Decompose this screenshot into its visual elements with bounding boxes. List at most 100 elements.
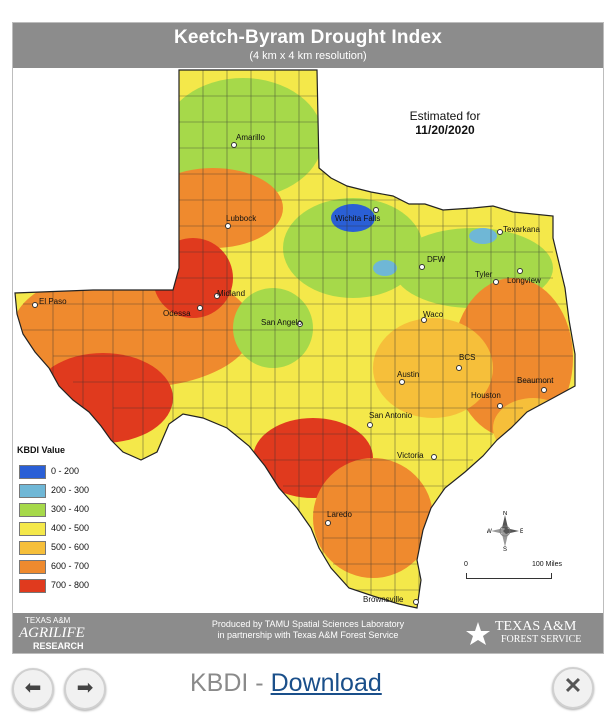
city-dot xyxy=(497,403,503,409)
city-label: Laredo xyxy=(327,510,352,519)
city-label: Beaumont xyxy=(517,376,554,385)
city-label: San Antonio xyxy=(369,411,413,420)
agrilife-line1: TEXAS A&M xyxy=(25,616,71,625)
estimated-label: Estimated for xyxy=(409,109,481,123)
city-label: Odessa xyxy=(163,309,191,318)
city-label: Wichita Falls xyxy=(335,214,381,223)
compass-s: S xyxy=(503,547,507,551)
compass-n: N xyxy=(503,511,507,517)
city-dot xyxy=(517,268,523,274)
city-dot xyxy=(497,229,503,235)
legend-swatch xyxy=(19,503,46,517)
city-dot xyxy=(399,379,405,385)
city-label: San Angelo xyxy=(261,318,302,327)
compass-rose-icon: N S W E xyxy=(487,511,523,551)
image-caption: KBDI - Download xyxy=(190,669,382,698)
legend-item: 700 - 800 xyxy=(17,579,89,598)
city-dot xyxy=(413,599,419,605)
city-dot xyxy=(541,387,547,393)
compass-e: E xyxy=(520,529,523,535)
scale-end: 100 Miles xyxy=(532,561,562,568)
city-dot xyxy=(367,422,373,428)
map-subtitle: (4 km x 4 km resolution) xyxy=(249,50,367,62)
legend-item: 200 - 300 xyxy=(17,484,89,503)
lightbox-controls: ⬅ ➡ KBDI - Download ✕ xyxy=(0,655,612,724)
legend-item: 600 - 700 xyxy=(17,560,89,579)
legend-label: 200 - 300 xyxy=(51,485,90,495)
city-dot xyxy=(456,365,462,371)
city-label: El Paso xyxy=(39,297,67,306)
city-dot xyxy=(297,321,303,327)
map-header: Keetch-Byram Drought Index (4 km x 4 km … xyxy=(13,23,603,68)
city-label: Longview xyxy=(507,276,541,285)
legend-label: 300 - 400 xyxy=(51,504,90,514)
city-label: Lubbock xyxy=(226,214,257,223)
legend-label: 500 - 600 xyxy=(51,542,90,552)
city-label: Texarkana xyxy=(503,225,540,234)
city-dot xyxy=(421,317,427,323)
city-dot xyxy=(325,520,331,526)
city-dot xyxy=(493,279,499,285)
download-link[interactable]: Download xyxy=(270,669,382,697)
previous-button[interactable]: ⬅ xyxy=(12,668,54,710)
estimated-date: 11/20/2020 xyxy=(415,123,475,137)
agrilife-line2: AGRILIFE xyxy=(19,625,85,641)
credit-line2: in partnership with Texas A&M Forest Ser… xyxy=(217,630,399,640)
tamu-line2: FOREST SERVICE xyxy=(501,634,582,645)
legend-label: 400 - 500 xyxy=(51,523,90,533)
credit-line1: Produced by TAMU Spatial Sciences Labora… xyxy=(211,619,405,629)
city-label: Amarillo xyxy=(236,133,265,142)
compass-w: W xyxy=(487,529,492,535)
close-icon: ✕ xyxy=(563,673,583,698)
legend-item: 300 - 400 xyxy=(17,503,89,522)
city-dot xyxy=(431,454,437,460)
caption-prefix: KBDI - xyxy=(190,669,271,697)
agrilife-research-logo: TEXAS A&M AGRILIFE RESEARCH xyxy=(19,616,129,651)
city-dot xyxy=(32,302,38,308)
legend-swatch xyxy=(19,465,46,479)
legend-label: 600 - 700 xyxy=(51,561,90,571)
legend-title: KBDI Value xyxy=(17,445,66,455)
city-label: Houston xyxy=(471,391,501,400)
map-footer: TEXAS A&M AGRILIFE RESEARCH Produced by … xyxy=(13,613,603,653)
city-label: Waco xyxy=(423,310,444,319)
legend-label: 700 - 800 xyxy=(51,580,90,590)
star-icon xyxy=(466,622,490,645)
city-label: Brownsville xyxy=(363,595,404,604)
city-label: BCS xyxy=(459,353,476,362)
scale-start: 0 xyxy=(464,561,468,568)
legend-label: 0 - 200 xyxy=(51,466,80,476)
legend-swatch xyxy=(19,484,46,498)
city-dot xyxy=(197,305,203,311)
legend-swatch xyxy=(19,560,46,574)
close-button[interactable]: ✕ xyxy=(552,667,594,709)
city-dot xyxy=(419,264,425,270)
legend: KBDI Value 0 - 200 200 - 300 300 - 400 4… xyxy=(17,445,89,598)
map-title: Keetch-Byram Drought Index xyxy=(173,27,443,48)
city-dot xyxy=(214,293,220,299)
arrow-right-icon: ➡ xyxy=(76,677,94,699)
city-label: Victoria xyxy=(397,451,424,460)
county-grid xyxy=(23,70,573,608)
agrilife-line3: RESEARCH xyxy=(33,641,84,651)
map-credit: Produced by TAMU Spatial Sciences Labora… xyxy=(173,619,443,641)
texas-map xyxy=(14,69,576,609)
tamu-line1: TEXAS A&M xyxy=(495,619,577,634)
legend-swatch xyxy=(19,522,46,536)
city-dot xyxy=(231,142,237,148)
city-dot xyxy=(225,223,231,229)
arrow-left-icon: ⬅ xyxy=(24,677,42,699)
city-label: DFW xyxy=(427,255,446,264)
kbdi-map-image: Keetch-Byram Drought Index (4 km x 4 km … xyxy=(12,22,604,654)
legend-swatch xyxy=(19,579,46,593)
city-label: Austin xyxy=(397,370,420,379)
legend-item: 500 - 600 xyxy=(17,541,89,560)
scale-line xyxy=(466,573,552,579)
estimated-for: Estimated for 11/20/2020 xyxy=(385,109,505,137)
legend-item: 0 - 200 xyxy=(17,465,79,484)
next-button[interactable]: ➡ xyxy=(64,668,106,710)
city-label: Tyler xyxy=(475,270,493,279)
city-dot xyxy=(373,207,379,213)
texas-am-forest-service-logo: TEXAS A&M FOREST SERVICE xyxy=(465,619,595,649)
